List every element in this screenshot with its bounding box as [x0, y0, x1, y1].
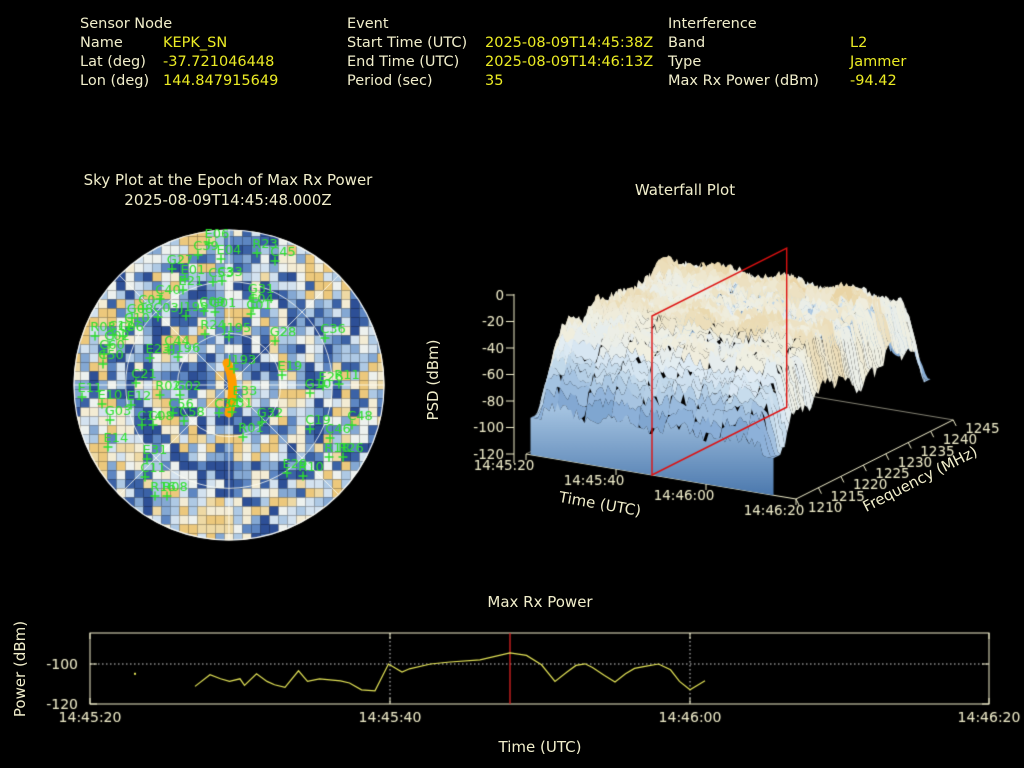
power-axis-label: Power (dBm)	[11, 620, 29, 718]
waterfall-psd-axis-label: PSD (dBm)	[424, 339, 442, 421]
sensor-lon-label: Lon (deg)	[80, 73, 150, 89]
interference-type-label: Type	[668, 54, 702, 70]
event-period-value: 35	[485, 73, 504, 89]
sensor-lon-value: 144.847915649	[163, 73, 279, 89]
sensor-node-section-title: Sensor Node	[80, 16, 173, 32]
time-axis-label: Time (UTC)	[498, 738, 582, 756]
event-end-label: End Time (UTC)	[347, 54, 460, 70]
interference-power-label: Max Rx Power (dBm)	[668, 73, 819, 89]
sensor-name-value: KEPK_SN	[163, 35, 228, 51]
interference-type-value: Jammer	[850, 54, 907, 70]
sky-plot-canvas	[64, 220, 404, 550]
sensor-lat-value: -37.721046448	[163, 54, 275, 70]
event-section-title: Event	[347, 16, 389, 32]
max-rx-power-canvas	[0, 580, 1024, 768]
sky-plot-epoch-subtitle: 2025-08-09T14:45:48.000Z	[124, 191, 332, 209]
event-start-value: 2025-08-09T14:45:38Z	[485, 35, 654, 51]
interference-band-value: L2	[850, 35, 868, 51]
event-period-label: Period (sec)	[347, 73, 433, 89]
event-start-label: Start Time (UTC)	[347, 35, 468, 51]
interference-band-label: Band	[668, 35, 706, 51]
interference-section-title: Interference	[668, 16, 757, 32]
sensor-name-label: Name	[80, 35, 123, 51]
event-end-value: 2025-08-09T14:46:13Z	[485, 54, 654, 70]
interference-power-value: -94.42	[850, 73, 897, 89]
sky-plot-title: Sky Plot at the Epoch of Max Rx Power	[83, 171, 373, 189]
waterfall-title: Waterfall Plot	[634, 181, 736, 199]
waterfall-canvas	[420, 195, 1024, 525]
sensor-lat-label: Lat (deg)	[80, 54, 146, 70]
